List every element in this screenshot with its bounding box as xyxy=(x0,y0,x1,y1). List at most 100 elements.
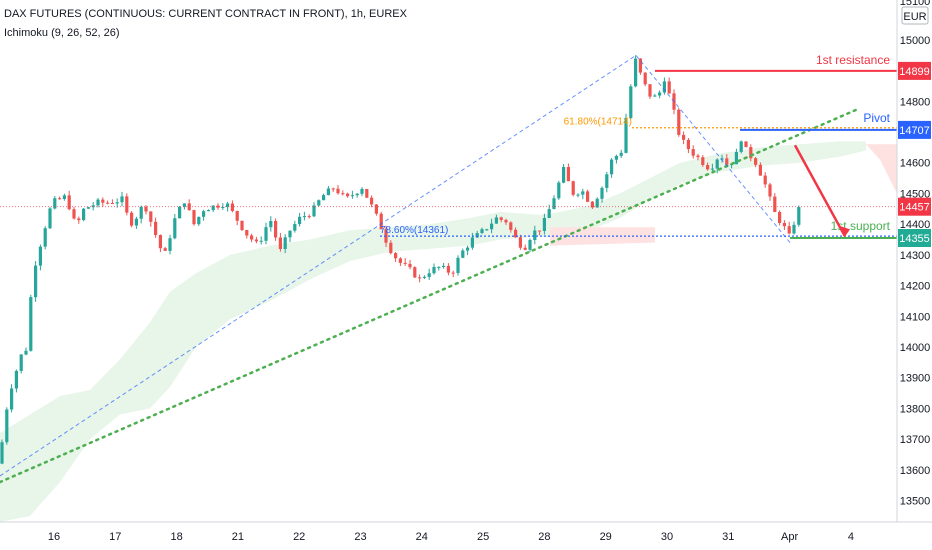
y-tick-label: 13800 xyxy=(900,403,931,415)
x-tick-label: 23 xyxy=(354,531,366,543)
candle-body xyxy=(499,217,503,220)
candle-body xyxy=(58,198,62,200)
candle-body xyxy=(197,216,201,225)
candle-body xyxy=(322,195,326,201)
candle-body xyxy=(158,235,162,249)
candle-body xyxy=(250,235,254,240)
cloud-bullish xyxy=(0,141,866,522)
candle-body xyxy=(326,188,330,196)
candle-body xyxy=(523,247,527,250)
candle-body xyxy=(0,442,4,464)
candle-body xyxy=(370,197,374,205)
candle-body xyxy=(533,230,537,240)
x-tick-label: Apr xyxy=(781,531,798,543)
candle-body xyxy=(686,139,690,150)
candle-body xyxy=(696,155,700,158)
candle-body xyxy=(394,253,398,259)
y-tick-label: 13900 xyxy=(900,373,931,385)
time-axis[interactable]: 16 17 18 21 22 23 24 25 28 29 30 31 Apr 4 xyxy=(48,531,854,543)
candle-body xyxy=(758,164,762,176)
candle-body xyxy=(77,218,81,221)
candle-body xyxy=(101,199,105,203)
candle-body xyxy=(125,196,129,213)
candle-body xyxy=(115,202,119,204)
candle-body xyxy=(470,237,474,248)
candle-body xyxy=(202,211,206,217)
candle-body xyxy=(720,158,724,160)
candle-body xyxy=(624,118,628,153)
ascending-trendline xyxy=(0,107,860,484)
x-tick-label: 4 xyxy=(848,531,854,543)
forecast-arrow-line xyxy=(793,144,847,238)
indicator-title[interactable]: Ichimoku (9, 26, 52, 26) xyxy=(4,27,120,39)
candle-body xyxy=(346,193,350,197)
candle-body xyxy=(221,207,225,208)
y-tick-label: 14600 xyxy=(900,158,931,170)
candle-body xyxy=(19,354,23,371)
candle-body xyxy=(149,211,153,222)
candle-body xyxy=(590,201,594,208)
candle-body xyxy=(67,195,71,210)
candle-body xyxy=(710,168,714,170)
x-tick-label: 28 xyxy=(538,531,550,543)
candle-body xyxy=(178,206,182,219)
candle-body xyxy=(34,265,38,298)
candle-body xyxy=(264,227,268,241)
candle-body xyxy=(648,84,652,97)
candle-body xyxy=(778,212,782,223)
candle-body xyxy=(283,237,287,249)
candle-body xyxy=(557,182,561,199)
price-tag-label: 14899 xyxy=(899,66,930,78)
candles-layer xyxy=(0,55,801,465)
candle-body xyxy=(677,109,681,135)
candle-body xyxy=(254,239,258,242)
candle-body xyxy=(53,198,57,209)
x-tick-label: 22 xyxy=(293,531,305,543)
candle-body xyxy=(192,210,196,225)
candle-body xyxy=(427,273,431,277)
candle-body xyxy=(24,350,28,355)
candle-body xyxy=(595,198,599,208)
candle-body xyxy=(706,165,710,170)
candle-body xyxy=(528,240,532,250)
price-tag-label: 14707 xyxy=(899,125,930,137)
price-axis[interactable]: 13500 13600 13700 13800 13900 14000 14100 14200… xyxy=(900,35,931,508)
candle-body xyxy=(480,229,484,233)
candle-body xyxy=(787,226,791,234)
candle-body xyxy=(293,224,297,231)
y-tick-label: 14100 xyxy=(900,311,931,323)
candle-body xyxy=(605,174,609,188)
candle-body xyxy=(14,370,18,389)
candle-body xyxy=(230,203,234,211)
candle-body xyxy=(432,267,436,274)
x-tick-label: 24 xyxy=(416,531,428,543)
fib-label-786: 78.60%(14361) xyxy=(380,225,448,236)
x-tick-label: 18 xyxy=(170,531,182,543)
candle-body xyxy=(466,247,470,251)
candle-body xyxy=(586,191,590,202)
x-tick-label: 31 xyxy=(722,531,734,543)
candle-body xyxy=(5,409,9,443)
candle-body xyxy=(163,248,167,251)
candle-body xyxy=(451,272,455,274)
price-tag-label: 14355 xyxy=(899,233,930,245)
fibonacci-zigzag xyxy=(0,54,791,477)
symbol-title[interactable]: DAX FUTURES (CONTINUOUS: CURRENT CONTRAC… xyxy=(4,8,407,20)
candle-body xyxy=(360,189,364,194)
candle-body xyxy=(130,212,134,226)
candle-body xyxy=(518,237,522,248)
candle-body xyxy=(600,187,604,199)
candle-body xyxy=(379,213,383,230)
candle-body xyxy=(514,229,518,238)
price-tag-box xyxy=(898,197,931,216)
y-tick-label: 13600 xyxy=(900,465,931,477)
currency-label-frame xyxy=(901,6,929,25)
candle-body xyxy=(106,202,110,204)
y-tick-label: 13700 xyxy=(900,434,931,446)
plot-area[interactable] xyxy=(0,0,897,522)
candle-body xyxy=(206,210,210,212)
candle-body xyxy=(302,216,306,218)
candle-body xyxy=(619,152,623,156)
candle-body xyxy=(317,200,321,206)
